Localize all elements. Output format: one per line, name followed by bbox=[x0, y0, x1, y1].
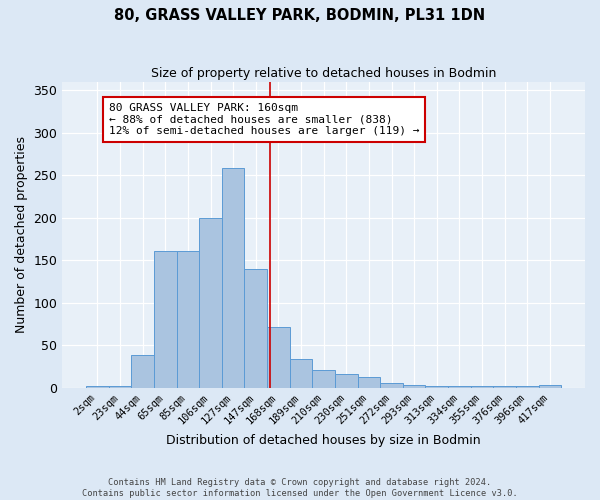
Bar bbox=[222, 168, 244, 388]
X-axis label: Distribution of detached houses by size in Bodmin: Distribution of detached houses by size … bbox=[166, 434, 481, 448]
Bar bbox=[86, 386, 109, 388]
Bar bbox=[313, 370, 335, 388]
Bar bbox=[448, 386, 471, 388]
Bar bbox=[290, 359, 313, 388]
Bar bbox=[425, 386, 448, 388]
Title: Size of property relative to detached houses in Bodmin: Size of property relative to detached ho… bbox=[151, 68, 496, 80]
Bar bbox=[516, 386, 539, 388]
Text: 80 GRASS VALLEY PARK: 160sqm
← 88% of detached houses are smaller (838)
12% of s: 80 GRASS VALLEY PARK: 160sqm ← 88% of de… bbox=[109, 103, 419, 136]
Text: 80, GRASS VALLEY PARK, BODMIN, PL31 1DN: 80, GRASS VALLEY PARK, BODMIN, PL31 1DN bbox=[115, 8, 485, 22]
Text: Contains HM Land Registry data © Crown copyright and database right 2024.
Contai: Contains HM Land Registry data © Crown c… bbox=[82, 478, 518, 498]
Bar bbox=[109, 386, 131, 388]
Bar bbox=[244, 268, 267, 388]
Bar bbox=[539, 385, 561, 388]
Bar bbox=[335, 374, 358, 388]
Y-axis label: Number of detached properties: Number of detached properties bbox=[15, 136, 28, 333]
Bar bbox=[176, 251, 199, 388]
Bar bbox=[154, 251, 176, 388]
Bar bbox=[380, 384, 403, 388]
Bar bbox=[267, 326, 290, 388]
Bar bbox=[358, 376, 380, 388]
Bar bbox=[403, 385, 425, 388]
Bar bbox=[493, 386, 516, 388]
Bar bbox=[199, 218, 222, 388]
Bar bbox=[131, 354, 154, 388]
Bar bbox=[471, 386, 493, 388]
